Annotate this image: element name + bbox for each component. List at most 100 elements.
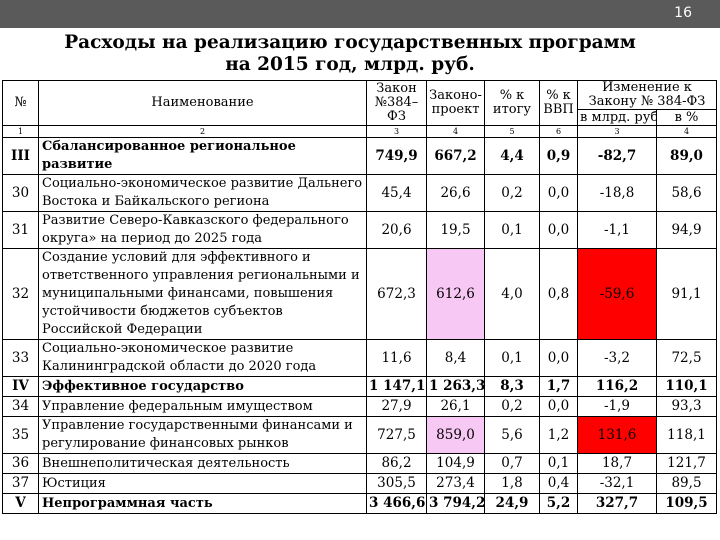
column-number: 3 bbox=[577, 125, 657, 138]
change-abs-value: -1,1 bbox=[577, 211, 657, 249]
law-value: 45,4 bbox=[366, 174, 427, 212]
law-value: 27,9 bbox=[366, 396, 427, 417]
table-row: 35 Управление государственными финансами … bbox=[2, 416, 717, 454]
pct-total-value: 8,3 bbox=[484, 376, 540, 397]
draft-value: 1 263,3 bbox=[426, 376, 485, 397]
change-abs-value: 116,2 bbox=[577, 376, 657, 397]
change-abs-value: -3,2 bbox=[577, 339, 657, 377]
pct-gdp-value: 0,1 bbox=[539, 453, 578, 474]
column-number: 1 bbox=[2, 125, 39, 138]
row-number: 34 bbox=[2, 396, 39, 417]
pct-total-value: 24,9 bbox=[484, 493, 540, 514]
table-row: 30 Социально-экономическое развитие Дальн… bbox=[2, 174, 717, 212]
pct-gdp-value: 1,2 bbox=[539, 416, 578, 454]
row-number: 37 bbox=[2, 473, 39, 494]
slide-number: 16 bbox=[674, 5, 692, 21]
table-row: 33 Социально-экономическое развитие Калин… bbox=[2, 339, 717, 377]
change-abs-value: -32,1 bbox=[577, 473, 657, 494]
column-number: 2 bbox=[38, 125, 367, 138]
pct-gdp-value: 0,0 bbox=[539, 396, 578, 417]
row-number: III bbox=[2, 137, 39, 175]
row-name: Управление федеральным имуществом bbox=[38, 396, 367, 417]
draft-value: 26,1 bbox=[426, 396, 485, 417]
pct-gdp-value: 0,0 bbox=[539, 339, 578, 377]
pct-total-value: 0,1 bbox=[484, 339, 540, 377]
change-abs-value: 327,7 bbox=[577, 493, 657, 514]
slide-title-line-1: Расходы на реализацию государственных пр… bbox=[64, 32, 636, 53]
pct-gdp-value: 0,8 bbox=[539, 248, 578, 340]
row-name: Эффективное государство bbox=[38, 376, 367, 397]
draft-value: 3 794,2 bbox=[426, 493, 485, 514]
law-value: 11,6 bbox=[366, 339, 427, 377]
column-number: 4 bbox=[426, 125, 485, 138]
column-number: 6 bbox=[539, 125, 578, 138]
law-value: 20,6 bbox=[366, 211, 427, 249]
pct-total-value: 0,2 bbox=[484, 396, 540, 417]
table-row: 34 Управление федеральным имуществом 27,9 2… bbox=[2, 396, 717, 417]
row-name: Социально-экономическое развитие Дальнег… bbox=[38, 174, 367, 212]
law-value: 672,3 bbox=[366, 248, 427, 340]
pct-total-value: 4,4 bbox=[484, 137, 540, 175]
change-abs-value: -1,9 bbox=[577, 396, 657, 417]
expenses-table: № Наименование Закон №384–ФЗ Законо-прое… bbox=[2, 80, 717, 514]
row-name: Непрограммная часть bbox=[38, 493, 367, 514]
change-pct-value: 121,7 bbox=[656, 453, 717, 474]
draft-value: 612,6 bbox=[426, 248, 485, 340]
draft-value: 104,9 bbox=[426, 453, 485, 474]
header-pct-total: % к итогу bbox=[484, 80, 540, 126]
change-pct-value: 110,1 bbox=[656, 376, 717, 397]
row-number: V bbox=[2, 493, 39, 514]
draft-value: 859,0 bbox=[426, 416, 485, 454]
change-pct-value: 72,5 bbox=[656, 339, 717, 377]
change-abs-value: 18,7 bbox=[577, 453, 657, 474]
law-value: 749,9 bbox=[366, 137, 427, 175]
row-name: Создание условий для эффективного и отве… bbox=[38, 248, 367, 340]
column-number: 3 bbox=[366, 125, 427, 138]
pct-total-value: 0,7 bbox=[484, 453, 540, 474]
change-abs-value: -18,8 bbox=[577, 174, 657, 212]
draft-value: 273,4 bbox=[426, 473, 485, 494]
change-pct-value: 91,1 bbox=[656, 248, 717, 340]
law-value: 1 147,1 bbox=[366, 376, 427, 397]
pct-gdp-value: 1,7 bbox=[539, 376, 578, 397]
table-row: 32 Создание условий для эффективного и от… bbox=[2, 248, 717, 340]
pct-gdp-value: 0,0 bbox=[539, 211, 578, 249]
column-number: 4 bbox=[656, 125, 717, 138]
pct-total-value: 1,8 bbox=[484, 473, 540, 494]
table-row: 36 Внешнеполитическая деятельность 86,2 104… bbox=[2, 453, 717, 474]
header-name: Наименование bbox=[38, 80, 367, 126]
change-pct-value: 94,9 bbox=[656, 211, 717, 249]
row-name: Юстиция bbox=[38, 473, 367, 494]
row-number: 36 bbox=[2, 453, 39, 474]
pct-total-value: 0,1 bbox=[484, 211, 540, 249]
table-row: III Сбалансированное региональное развити… bbox=[2, 137, 717, 175]
draft-value: 667,2 bbox=[426, 137, 485, 175]
table-row: 31 Развитие Северо-Кавказского федерально… bbox=[2, 211, 717, 249]
slide-header-bar: 16 bbox=[0, 0, 720, 28]
change-pct-value: 93,3 bbox=[656, 396, 717, 417]
row-number: 33 bbox=[2, 339, 39, 377]
law-value: 86,2 bbox=[366, 453, 427, 474]
row-name: Сбалансированное региональное развитие bbox=[38, 137, 367, 175]
change-pct-value: 118,1 bbox=[656, 416, 717, 454]
draft-value: 26,6 bbox=[426, 174, 485, 212]
pct-gdp-value: 0,0 bbox=[539, 174, 578, 212]
row-number: 31 bbox=[2, 211, 39, 249]
row-name: Внешнеполитическая деятельность bbox=[38, 453, 367, 474]
change-abs-value: -59,6 bbox=[577, 248, 657, 340]
row-name: Социально-экономическое развитие Калинин… bbox=[38, 339, 367, 377]
change-abs-value: 131,6 bbox=[577, 416, 657, 454]
draft-value: 19,5 bbox=[426, 211, 485, 249]
change-pct-value: 89,5 bbox=[656, 473, 717, 494]
draft-value: 8,4 bbox=[426, 339, 485, 377]
law-value: 727,5 bbox=[366, 416, 427, 454]
law-value: 305,5 bbox=[366, 473, 427, 494]
pct-gdp-value: 5,2 bbox=[539, 493, 578, 514]
header-change-pct: в % bbox=[656, 109, 717, 126]
header-law: Закон №384–ФЗ bbox=[366, 80, 427, 126]
change-pct-value: 89,0 bbox=[656, 137, 717, 175]
change-abs-value: -82,7 bbox=[577, 137, 657, 175]
row-name: Управление государственными финансами и … bbox=[38, 416, 367, 454]
pct-total-value: 5,6 bbox=[484, 416, 540, 454]
change-pct-value: 58,6 bbox=[656, 174, 717, 212]
